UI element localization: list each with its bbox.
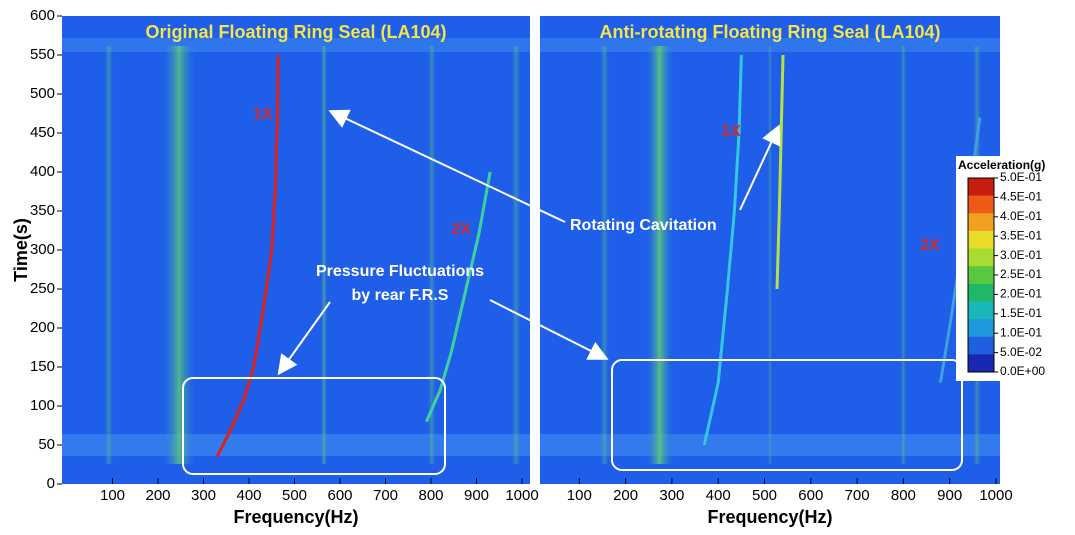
x-axis-label: Frequency(Hz) [233,507,358,527]
y-tick-label: 100 [30,397,55,414]
annotation-layer: Rotating Cavitation Pressure Fluctuation… [182,106,963,475]
colorbar-band [968,266,994,285]
trace-label: 1X [253,106,273,123]
x-tick-label: 800 [418,487,443,504]
x-tick-label: 800 [891,487,916,504]
x-tick-label: 1000 [505,487,538,504]
trace [215,54,280,458]
colorbar-tick-label: 4.5E-01 [1000,190,1042,204]
x-tick-label: 500 [752,487,777,504]
colorbar-band [968,319,994,338]
colorbar-band [968,195,994,214]
y-tick-label: 200 [30,319,55,336]
spectral-band [645,46,674,464]
x-tick-label: 700 [845,487,870,504]
colorbar-tick-label: 2.0E-01 [1000,287,1042,301]
trace-label: 2X [920,237,940,254]
x-tick-label: 900 [937,487,962,504]
y-tick-label: 250 [30,280,55,297]
colorbar-band [968,336,994,355]
x-tick-label: 100 [100,487,125,504]
trace-label: 1X [721,123,741,140]
colorbar-tick-label: 2.5E-01 [1000,267,1042,281]
spectral-band [320,46,328,464]
x-tick-label: 400 [236,487,261,504]
colorbar-tick-label: 0.0E+00 [1000,364,1045,378]
trace [775,54,785,290]
arrow [277,301,331,376]
spectral-band [427,46,437,464]
annotation: by rear F.R.S [352,287,449,304]
arrow [739,124,781,211]
y-tick-label: 400 [30,163,55,180]
y-tick-label: 300 [30,241,55,258]
colorbar-tick-label: 5.0E-02 [1000,345,1042,359]
plot-band [62,434,530,456]
colorbar-tick-label: 4.0E-01 [1000,209,1042,223]
colorbar-tick-label: 1.5E-01 [1000,306,1042,320]
colorbar-tick-label: 5.0E-01 [1000,170,1042,184]
y-tick-label: 550 [30,46,55,63]
colorbar-band [968,230,994,250]
panel-title: Original Floating Ring Seal (LA104) [145,22,446,42]
trace-label: 2X [451,221,471,238]
x-tick-label: 900 [464,487,489,504]
colorbar-band [968,248,994,267]
colorbar-band [968,283,994,302]
x-tick-label: 500 [282,487,307,504]
y-tick-label: 600 [30,7,55,24]
colorbar-tick-label: 3.0E-01 [1000,248,1042,262]
x-tick-label: 400 [706,487,731,504]
y-tick-label: 450 [30,124,55,141]
y-axis-label: Time(s) [11,218,31,282]
annotation: Rotating Cavitation [570,217,717,234]
x-tick-label: 200 [613,487,638,504]
y-tick-label: 150 [30,358,55,375]
arrow [328,109,566,223]
spectral-band [767,46,773,464]
x-tick-label: 600 [798,487,823,504]
colorbar-tick-label: 1.0E-01 [1000,325,1042,339]
colorbar-tick-label: 3.5E-01 [1000,228,1042,242]
y-tick-label: 0 [47,475,55,492]
x-axis-label: Frequency(Hz) [707,507,832,527]
x-tick-label: 300 [191,487,216,504]
colorbar-band [968,301,994,320]
panel-title: Anti-rotating Floating Ring Seal (LA104) [600,22,941,42]
x-tick-label: 200 [145,487,170,504]
plot-area [62,16,530,484]
x-tick-label: 1000 [979,487,1012,504]
spectral-band [511,46,521,464]
spectral-band [162,46,196,464]
highlight-box [611,359,963,471]
arrow [489,299,609,360]
annotation: Pressure Fluctuations [316,263,484,280]
colorbar-band [968,213,994,232]
spectral-band [599,46,609,464]
spectral-band [104,46,114,464]
y-tick-label: 350 [30,202,55,219]
trace [425,171,492,423]
x-tick-label: 700 [373,487,398,504]
trace [702,54,743,446]
x-tick-label: 300 [659,487,684,504]
y-tick-label: 50 [38,436,55,453]
x-tick-label: 100 [567,487,592,504]
highlight-box [182,377,446,475]
spectral-band [899,46,907,464]
colorbar-band [968,354,994,373]
y-tick-label: 500 [30,85,55,102]
colorbar-title: Acceleration(g) [958,158,1045,172]
x-tick-label: 600 [327,487,352,504]
colorbar-band [968,178,994,197]
